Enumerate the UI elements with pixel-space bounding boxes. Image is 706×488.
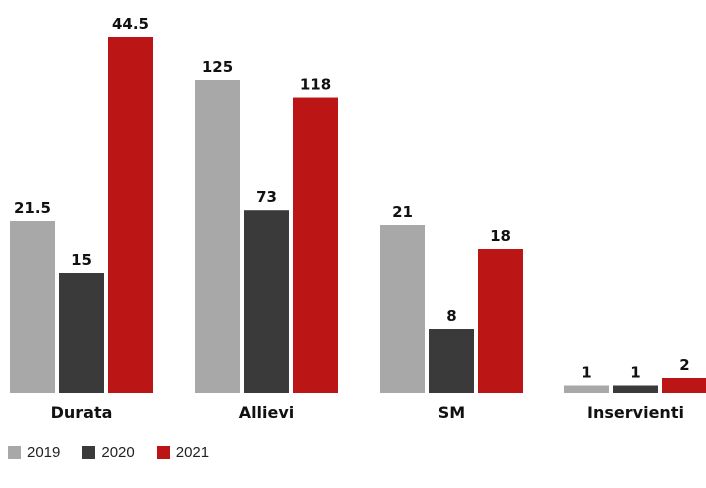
value-label-sm-2020: 8 [446,307,456,325]
value-labels-layer: 21.5 15 44.5 125 73 118 21 8 18 1 1 2 [14,15,690,382]
bar-sm-2021 [478,249,523,393]
legend-label-2019: 2019 [27,444,61,461]
value-label-inservienti-2019: 1 [581,364,591,382]
legend: 2019 2020 2021 [8,444,209,461]
value-label-durata-2021: 44.5 [112,15,149,33]
value-label-allievi-2021: 118 [300,76,331,94]
bar-durata-2021 [108,37,153,393]
legend-swatch-2021 [156,446,170,459]
category-labels-layer: Durata Allievi SM Inservienti [51,403,684,422]
legend-label-2020: 2020 [101,444,135,461]
value-label-inservienti-2021: 2 [679,356,689,374]
bar-allievi-2020 [244,210,289,393]
value-label-allievi-2019: 125 [202,58,233,76]
bar-durata-2019 [10,221,55,393]
value-label-durata-2019: 21.5 [14,199,51,217]
legend-label-2021: 2021 [175,444,210,461]
bar-inservienti-2019 [564,385,609,393]
legend-item-2020: 2020 [82,444,135,461]
bar-sm-2019 [380,225,425,393]
value-label-inservienti-2020: 1 [630,364,640,382]
category-label-allievi: Allievi [239,403,295,422]
bar-chart: 21.5 15 44.5 125 73 118 21 8 18 1 1 2 Durata Allievi… [10,15,706,422]
bar-inservienti-2020 [613,385,658,393]
category-label-durata: Durata [51,403,113,422]
bar-allievi-2021 [293,97,338,393]
bar-allievi-2019 [195,80,240,393]
bar-inservienti-2021 [662,378,706,393]
bar-durata-2020 [59,273,104,393]
value-label-sm-2021: 18 [490,227,511,245]
bars-layer [10,37,706,393]
bar-sm-2020 [429,329,474,393]
legend-item-2021: 2021 [156,444,210,461]
value-label-durata-2020: 15 [71,251,92,269]
category-label-inservienti: Inservienti [587,403,684,422]
legend-item-2019: 2019 [8,444,60,461]
category-label-sm: SM [438,403,465,422]
value-label-allievi-2020: 73 [256,188,277,206]
value-label-sm-2019: 21 [392,203,413,221]
legend-swatch-2019 [8,446,21,459]
legend-swatch-2020 [82,446,96,459]
